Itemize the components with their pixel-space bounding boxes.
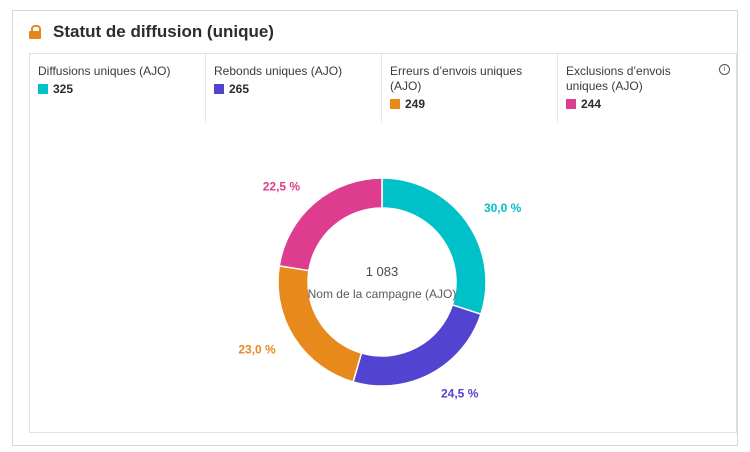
donut-slice[interactable] bbox=[278, 177, 383, 272]
legend-swatch bbox=[38, 84, 48, 94]
metric-exclusions: Exclusions d’envois uniques (AJO) 244 i bbox=[558, 54, 736, 122]
metric-label: Rebonds uniques (AJO) bbox=[214, 64, 343, 78]
slice-percent-label: 30,0 % bbox=[484, 201, 522, 215]
donut-slice[interactable] bbox=[277, 265, 363, 383]
metric-label: Exclusions d’envois uniques (AJO) bbox=[566, 64, 671, 93]
slice-percent-label: 24,5 % bbox=[441, 386, 479, 400]
legend-swatch bbox=[390, 99, 400, 109]
metrics-row: Diffusions uniques (AJO) 325 Rebonds uni… bbox=[30, 54, 736, 122]
slice-percent-label: 23,0 % bbox=[238, 343, 276, 357]
metric-label: Diffusions uniques (AJO) bbox=[38, 64, 171, 78]
info-icon[interactable]: i bbox=[719, 64, 730, 75]
widget-title: Statut de diffusion (unique) bbox=[53, 22, 274, 41]
legend-swatch bbox=[214, 84, 224, 94]
metric-value: 244 bbox=[581, 97, 602, 111]
widget-card: Statut de diffusion (unique) Diffusions … bbox=[12, 10, 738, 446]
metric-value: 249 bbox=[405, 97, 426, 111]
metric-diffusions: Diffusions uniques (AJO) 325 bbox=[30, 54, 206, 122]
donut-center-value: 1 083 bbox=[366, 264, 399, 279]
legend-swatch bbox=[566, 99, 576, 109]
widget-header: Statut de diffusion (unique) bbox=[29, 21, 274, 43]
chart-panel: Diffusions uniques (AJO) 325 Rebonds uni… bbox=[29, 53, 737, 433]
lock-icon bbox=[29, 25, 41, 39]
donut-slice[interactable] bbox=[352, 303, 482, 387]
donut-chart: 30,0 % 24,5 % 23,0 % 22,5 % 1 083 Nom de la c… bbox=[238, 177, 522, 400]
metric-rebonds: Rebonds uniques (AJO) 265 bbox=[206, 54, 382, 122]
donut-center-label: Nom de la campagne (AJO) bbox=[308, 287, 457, 301]
metric-label: Erreurs d’envois uniques (AJO) bbox=[390, 64, 523, 93]
metric-value: 265 bbox=[229, 82, 250, 96]
metric-value: 325 bbox=[53, 82, 74, 96]
metric-erreurs: Erreurs d’envois uniques (AJO) 249 bbox=[382, 54, 558, 122]
slice-percent-label: 22,5 % bbox=[263, 179, 301, 193]
